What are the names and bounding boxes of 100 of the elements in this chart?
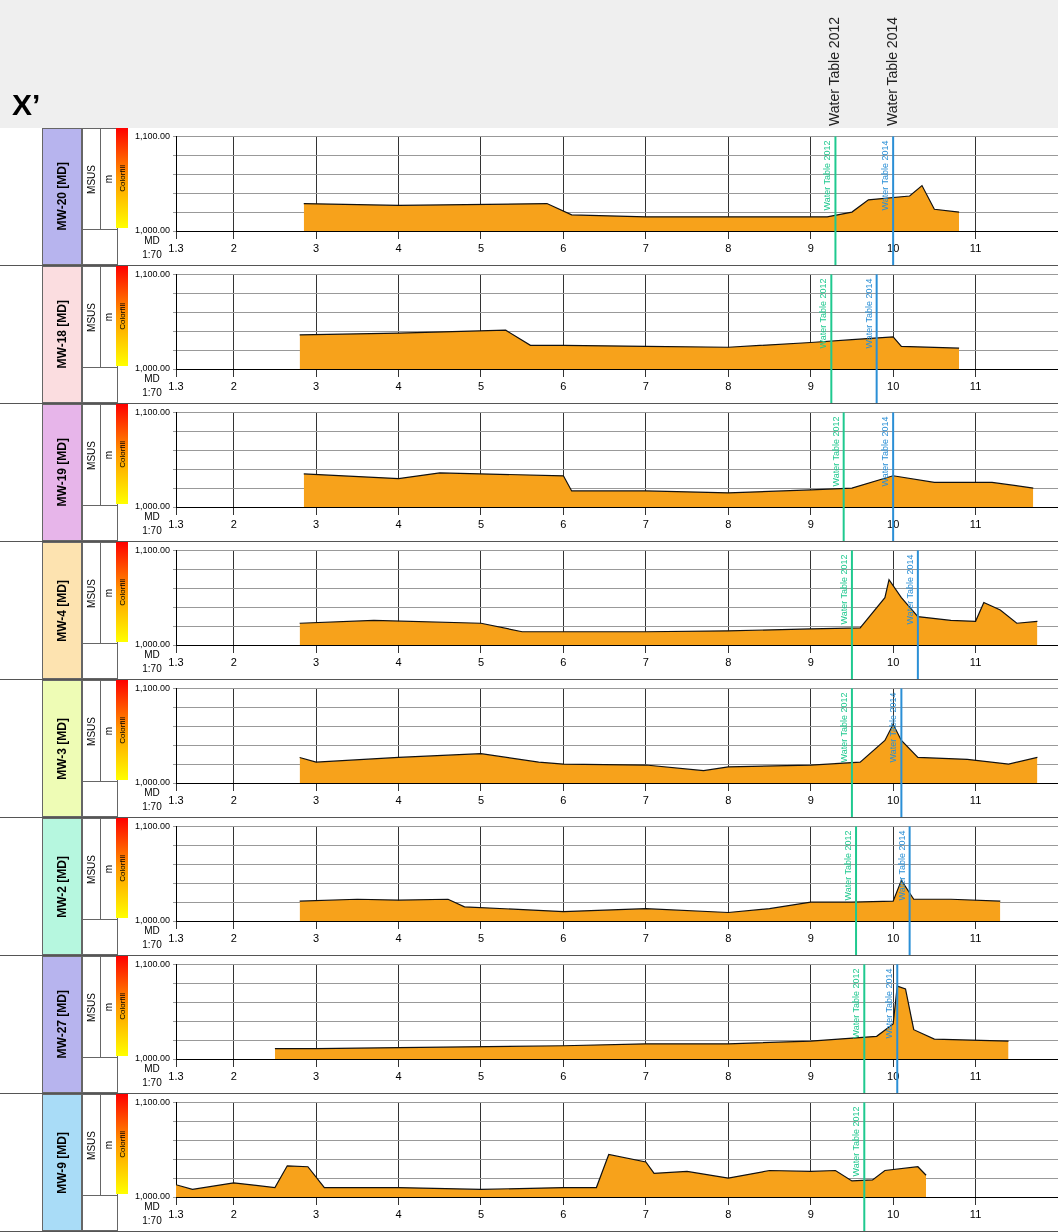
x-tick-label: 7 — [642, 793, 649, 806]
text: m — [103, 450, 115, 460]
ref-line-label: Water Table 2012 — [838, 554, 849, 625]
text: 1:70 — [142, 938, 163, 950]
x-tick-label: 6 — [560, 379, 567, 392]
x-tick-label: 10 — [887, 793, 900, 806]
x-tick-label: 3 — [313, 931, 320, 944]
y-axis-title: MSUS — [85, 1130, 97, 1160]
x-tick-label: 4 — [395, 931, 402, 944]
y-tick-label: 1,100.00 — [134, 130, 170, 141]
ref-line-label: Water Table 2012 — [851, 968, 862, 1039]
text: m — [103, 174, 115, 184]
y-tick-label: 1,100.00 — [134, 544, 170, 555]
color-scale-strip: Colorfill — [116, 818, 128, 918]
x-tick-label: 2 — [230, 1207, 237, 1220]
x-tick-label: 6 — [560, 931, 567, 944]
x-tick-label: 8 — [725, 1069, 732, 1082]
x-tick-label: 9 — [807, 379, 814, 392]
x-tick-label: 7 — [642, 655, 649, 668]
x-tick-label: 6 — [560, 1207, 567, 1220]
text: 1:70 — [142, 1076, 163, 1088]
y-tick-label: 1,000.00 — [134, 1191, 170, 1202]
y-tick-label: 1,000.00 — [134, 363, 170, 374]
x-tick-label: 1.3 — [168, 1207, 184, 1220]
x-tick-label: 6 — [560, 241, 567, 254]
text: m — [103, 1002, 115, 1012]
y-axis-title: MSUS — [85, 440, 97, 470]
color-scale-strip: Colorfill — [116, 1094, 128, 1194]
ref-line-label: Water Table 2012 — [818, 278, 829, 349]
y-axis-title: MSUS — [85, 578, 97, 608]
x-tick-label: 4 — [395, 241, 402, 254]
x-tick-label: 5 — [477, 517, 485, 530]
x-tick-label: 8 — [725, 1207, 732, 1220]
x-tick-label: 11 — [969, 931, 982, 944]
x-tick-label: 1.3 — [168, 793, 184, 806]
text: MW-27 [MD] — [55, 990, 69, 1059]
x-tick-label: 4 — [395, 1069, 402, 1082]
ref-line-label: Water Table 2014 — [880, 416, 891, 487]
x-axis-title: MD — [144, 1062, 160, 1074]
x-tick-label: 10 — [887, 931, 900, 944]
x-tick-label: 1.3 — [168, 931, 184, 944]
y-tick-label: 1,100.00 — [134, 820, 170, 831]
x-tick-label: 11 — [969, 241, 982, 254]
y-axis-title: MSUS — [85, 854, 97, 884]
y-tick-label: 1,100.00 — [134, 406, 170, 417]
x-axis-title: MD — [144, 1200, 160, 1212]
x-tick-label: 9 — [807, 517, 814, 530]
x-tick-label: 4 — [395, 1207, 402, 1220]
x-tick-label: 2 — [230, 931, 237, 944]
x-tick-label: 6 — [560, 1069, 567, 1082]
x-tick-label: 2 — [230, 517, 237, 530]
x-axis-title: MD — [144, 234, 160, 246]
x-axis-title: MD — [144, 924, 160, 936]
x-axis-title: MD — [144, 372, 160, 384]
text: MW-20 [MD] — [55, 162, 69, 231]
y-tick-label: 1,100.00 — [134, 958, 170, 969]
text: 1:70 — [142, 662, 163, 674]
color-scale-strip: Colorfill — [116, 680, 128, 780]
x-axis-title: MD — [144, 786, 160, 798]
x-tick-label: 5 — [477, 1069, 485, 1082]
y-axis-title: MSUS — [85, 716, 97, 746]
x-tick-label: 6 — [560, 655, 567, 668]
ref-line-label: Water Table 2014 — [888, 692, 899, 763]
text: MW-9 [MD] — [55, 1131, 69, 1194]
x-tick-label: 9 — [807, 793, 814, 806]
x-tick-label: 2 — [230, 241, 237, 254]
x-tick-label: 4 — [395, 517, 402, 530]
text: 1:70 — [142, 524, 163, 536]
x-tick-label: 7 — [642, 931, 649, 944]
x-tick-label: 4 — [395, 655, 402, 668]
x-tick-label: 1.3 — [168, 241, 184, 254]
x-tick-label: 7 — [642, 1069, 649, 1082]
x-tick-label: 6 — [560, 517, 567, 530]
x-tick-label: 10 — [887, 1207, 900, 1220]
ref-line-label: Water Table 2012 — [838, 692, 849, 763]
x-tick-label: 7 — [642, 517, 649, 530]
x-tick-label: 6 — [560, 793, 567, 806]
x-tick-label: 11 — [969, 517, 982, 530]
x-tick-label: 1.3 — [168, 1069, 184, 1082]
x-tick-label: 7 — [642, 379, 649, 392]
color-scale-strip: Colorfill — [116, 266, 128, 366]
text: MW-19 [MD] — [55, 438, 69, 507]
ref-line-label: Water Table 2014 — [880, 140, 891, 211]
x-axis-title: MD — [144, 510, 160, 522]
x-tick-label: 10 — [887, 379, 900, 392]
text: 1:70 — [142, 800, 163, 812]
y-axis-title: MSUS — [85, 164, 97, 194]
ref-line-label: Water Table 2012 — [851, 1106, 862, 1177]
x-tick-label: 1.3 — [168, 379, 184, 392]
ref-line-label: Water Table 2014 — [904, 554, 915, 625]
x-tick-label: 8 — [725, 379, 732, 392]
text: MW-4 [MD] — [55, 579, 69, 642]
x-tick-label: 11 — [969, 655, 982, 668]
text: m — [103, 1140, 115, 1150]
text: m — [103, 312, 115, 322]
x-tick-label: 11 — [969, 1207, 982, 1220]
y-tick-label: 1,000.00 — [134, 225, 170, 236]
ref-line-label: Water Table 2012 — [822, 140, 833, 211]
text: Water Table 2012 — [826, 17, 843, 126]
x-tick-label: 3 — [313, 655, 320, 668]
